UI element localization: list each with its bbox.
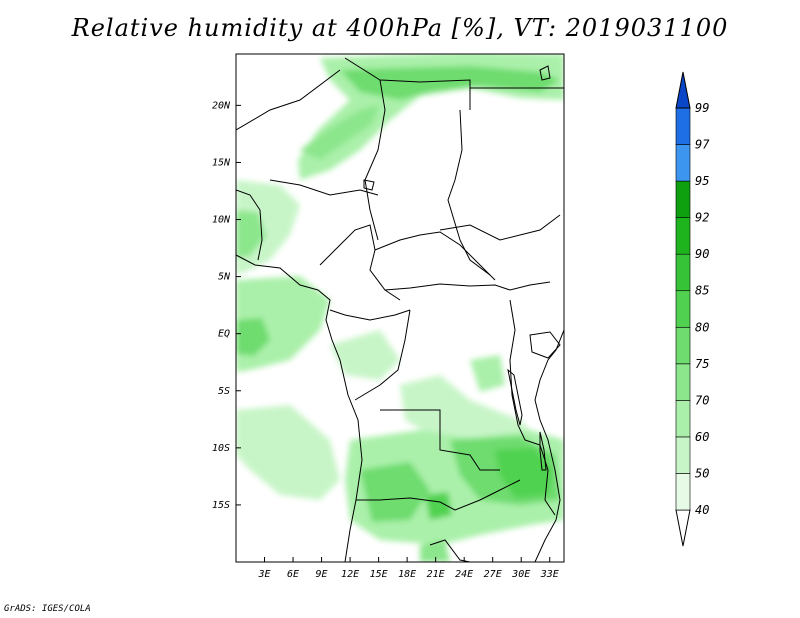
border-car-north xyxy=(374,231,496,281)
border-botswana xyxy=(429,539,471,562)
border-algeria-niger xyxy=(236,69,341,131)
x-tick-label: 27E xyxy=(484,569,502,580)
border-lake-chad xyxy=(363,179,375,191)
country-borders xyxy=(236,57,564,562)
colorbar-segment xyxy=(675,217,691,255)
border-lake-victoria xyxy=(529,331,561,359)
border-niger-chad xyxy=(364,79,386,241)
humidity-region-east-patch xyxy=(470,355,505,392)
x-axis: 3E 6E 9E 12E 15E 18E 21E 24E 27E 30E 33E xyxy=(257,557,559,580)
border-libya-chad xyxy=(344,57,471,110)
border-mozambique xyxy=(524,439,556,516)
coastline-west-africa xyxy=(236,254,363,562)
colorbar-segment xyxy=(675,473,691,511)
y-tick-label: 15N xyxy=(212,157,231,168)
y-axis: 20N 15N 10N 5N EQ 5S 10S 15S xyxy=(212,100,241,511)
coastline-east-africa xyxy=(534,329,564,562)
colorbar-label: 85 xyxy=(695,284,709,298)
humidity-region-south-tail xyxy=(420,540,450,562)
colorbar-bottom-arrow xyxy=(675,509,691,547)
colorbar-segment xyxy=(675,107,691,145)
colorbar-segment xyxy=(675,253,691,292)
map-frame xyxy=(235,53,565,563)
y-tick-label: 10S xyxy=(212,443,230,454)
border-niger-nigeria xyxy=(269,179,379,196)
x-tick-label: 12E xyxy=(341,569,359,580)
colorbar-segment xyxy=(675,363,691,401)
colorbar-segment xyxy=(675,290,691,328)
border-lake-tanganyika xyxy=(507,368,523,426)
y-tick-label: 10N xyxy=(212,215,231,226)
x-tick-label: 24E xyxy=(455,569,473,580)
y-tick-label: 20N xyxy=(212,100,231,111)
colorbar-segment xyxy=(675,144,691,182)
x-tick-label: 6E xyxy=(287,569,299,580)
border-gabon-congo xyxy=(329,309,411,321)
x-tick-label: 9E xyxy=(316,569,328,580)
x-tick-label: 3E xyxy=(257,569,270,580)
border-angola-namibia xyxy=(356,497,456,511)
colorbar-label: 75 xyxy=(695,357,709,371)
colorbar: 40 50 60 70 75 80 85 90 92 95 97 99 xyxy=(675,71,710,547)
map-title: Relative humidity at 400hPa [%], VT: 201… xyxy=(71,14,729,42)
humidity-region-north-streak xyxy=(300,104,380,160)
colorbar-label: 60 xyxy=(695,430,709,444)
x-tick-label: 18E xyxy=(398,569,416,580)
x-tick-label: 33E xyxy=(540,569,559,580)
border-sudan-south-sudan xyxy=(439,214,561,241)
grads-credit: GrADS: IGES/COLA xyxy=(4,604,91,614)
colorbar-label: 50 xyxy=(695,466,709,480)
colorbar-segment xyxy=(675,326,691,365)
y-tick-label: EQ xyxy=(218,329,230,340)
border-drc-east xyxy=(509,299,526,441)
y-tick-label: 15S xyxy=(212,500,230,511)
border-west-edge xyxy=(236,189,263,261)
border-zambia-zimbabwe xyxy=(454,479,521,511)
y-tick-label: 5S xyxy=(218,386,230,397)
border-chad-sudan xyxy=(447,109,491,276)
colorbar-label: 97 xyxy=(695,138,710,152)
humidity-region-congo xyxy=(330,330,400,380)
x-tick-label: 15E xyxy=(370,569,388,580)
border-lake-malawi xyxy=(539,431,547,471)
humidity-region-north-core xyxy=(340,66,560,100)
humidity-region-south-core-4 xyxy=(425,492,452,520)
colorbar-label: 99 xyxy=(695,101,709,115)
border-angola-zambia xyxy=(380,409,500,471)
colorbar-label: 70 xyxy=(695,393,709,407)
colorbar-label: 80 xyxy=(695,320,709,334)
border-red-sea xyxy=(539,65,551,81)
colorbar-segment xyxy=(675,436,691,474)
border-nigeria-cameroon xyxy=(319,224,401,301)
border-drc-west xyxy=(354,309,411,401)
y-tick-label: 5N xyxy=(218,272,231,283)
colorbar-label: 95 xyxy=(695,174,709,188)
humidity-region-west-core xyxy=(236,210,266,258)
colorbar-segment xyxy=(675,180,691,218)
colorbar-segment xyxy=(675,400,691,438)
border-car-congo xyxy=(384,281,551,291)
colorbar-label: 40 xyxy=(695,503,709,517)
x-tick-label: 30E xyxy=(511,569,530,580)
humidity-region-southwest xyxy=(236,405,340,500)
x-tick-label: 21E xyxy=(427,569,445,580)
colorbar-top-arrow xyxy=(675,71,691,109)
humidity-region-south-core-1 xyxy=(360,462,430,522)
humidity-field xyxy=(236,54,564,562)
humidity-region-gulf-core xyxy=(236,318,270,356)
colorbar-label: 92 xyxy=(695,211,709,225)
colorbar-label: 90 xyxy=(695,247,709,261)
